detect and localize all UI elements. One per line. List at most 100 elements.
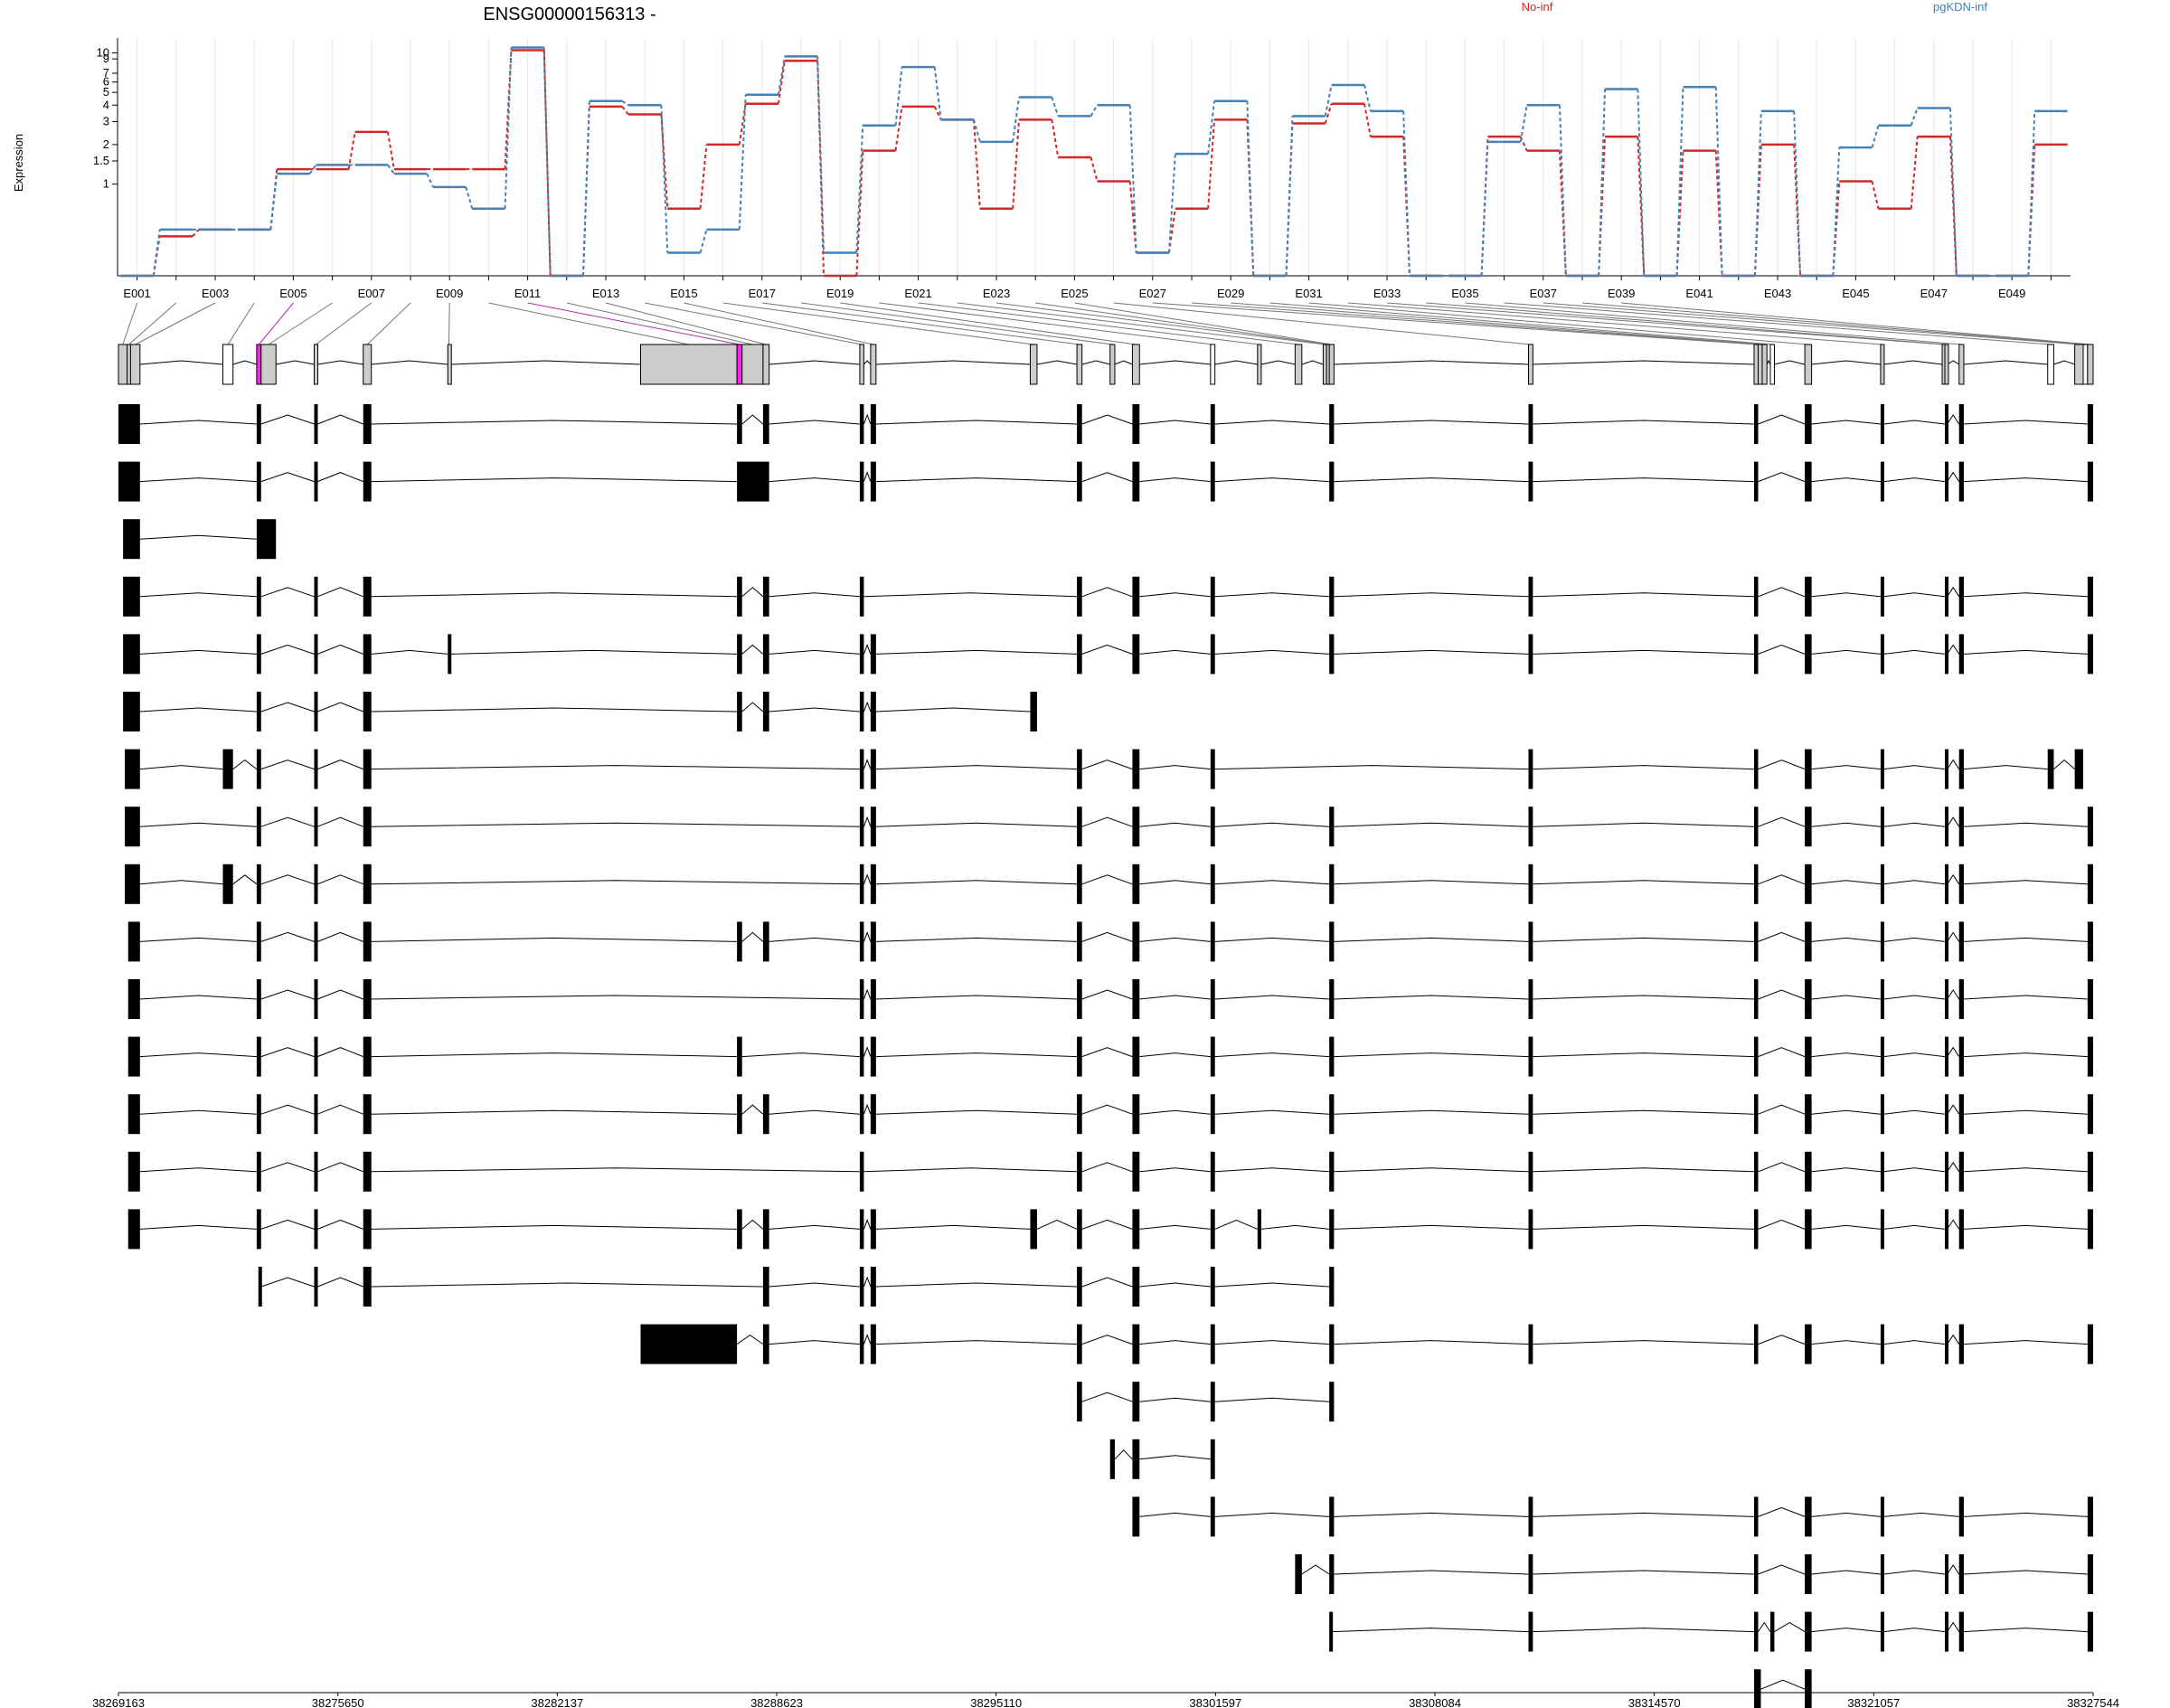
transcript-intron <box>1334 1340 1529 1345</box>
transcript-exon <box>124 863 140 904</box>
transcript-intron <box>1947 759 1960 769</box>
transcript-intron <box>1533 1340 1755 1345</box>
transcript-exon <box>1880 1209 1884 1250</box>
transcript-exon <box>1132 461 1140 502</box>
x-tick-label: E005 <box>279 287 307 300</box>
transcript-row <box>640 1324 2093 1364</box>
transcript-exon <box>1077 1382 1082 1422</box>
transcript-intron <box>1947 1334 1960 1345</box>
exon-block <box>1076 344 1083 385</box>
transcript-exon <box>870 807 876 847</box>
transcript-intron <box>875 477 1078 483</box>
transcript-exon <box>1754 1496 1759 1537</box>
transcript-intron <box>1533 765 1755 770</box>
transcript-exon <box>1754 1209 1759 1250</box>
transcript-exon <box>2087 576 2093 617</box>
transcript-exon <box>1109 1439 1115 1479</box>
transcript-intron <box>1139 995 1211 1000</box>
transcript-intron <box>1883 1167 1946 1173</box>
series-connector <box>347 131 356 170</box>
x-tick-label: E041 <box>1685 287 1712 300</box>
transcript-exon <box>762 1267 769 1307</box>
genomic-tick-label: 38288623 <box>750 1696 803 1708</box>
transcript-intron <box>863 701 872 712</box>
transcript-exon <box>256 404 261 444</box>
transcript-exon <box>314 1267 318 1307</box>
exon-connector <box>1621 302 2090 345</box>
transcript-intron <box>317 1219 363 1230</box>
exon-block <box>2047 344 2054 385</box>
transcript-row <box>1077 1382 1335 1422</box>
exon-connector <box>645 302 863 345</box>
transcript-intron <box>1883 1052 1946 1058</box>
transcript-intron <box>260 1162 315 1173</box>
transcript-exon <box>870 749 876 789</box>
exon-connector <box>800 302 1113 345</box>
transcript-intron <box>139 649 257 655</box>
x-tick-label: E013 <box>592 287 619 300</box>
transcript-exon <box>2087 1094 2093 1135</box>
transcript-row <box>1295 1554 2093 1594</box>
exon-connector <box>1152 302 1757 345</box>
transcript-exon <box>1805 979 1812 1019</box>
transcript-exon <box>2087 863 2093 904</box>
transcript-exon <box>314 1151 318 1192</box>
transcript-intron <box>1533 649 1755 655</box>
transcript-exon <box>1805 807 1812 847</box>
transcript-intron <box>741 931 764 942</box>
transcript-exon <box>1077 461 1082 502</box>
series-connector <box>816 56 826 253</box>
genomic-tick-label: 38282137 <box>531 1696 583 1708</box>
transcript-intron <box>1081 1047 1133 1058</box>
transcript-exon <box>2087 1151 2093 1192</box>
transcript-intron <box>1214 649 1330 655</box>
transcript-exon <box>1528 921 1533 962</box>
transcript-exon <box>1329 1496 1335 1537</box>
exon-connector <box>448 302 450 345</box>
transcript-intron <box>1081 931 1133 942</box>
transcript-intron <box>741 644 764 655</box>
transcript-exon <box>1077 634 1082 675</box>
series-connector <box>1051 97 1060 117</box>
transcript-exon <box>1077 1151 1082 1192</box>
transcript-intron <box>317 1047 363 1058</box>
transcript-exon <box>1958 1496 1964 1537</box>
transcript-row <box>124 807 2093 847</box>
transcript-intron <box>1947 1046 1960 1057</box>
transcript-exon <box>1210 1209 1215 1250</box>
exon-connector <box>1543 302 2080 345</box>
transcript-intron <box>863 471 872 482</box>
transcript-intron <box>1081 816 1133 827</box>
transcript-exon <box>123 634 140 675</box>
transcript-exon <box>859 1036 864 1077</box>
transcript-intron <box>1774 1622 1806 1633</box>
transcript-intron <box>1214 1282 1330 1288</box>
transcript-intron <box>1947 816 1960 827</box>
transcript-exon <box>1030 1209 1037 1250</box>
transcript-intron <box>1334 477 1529 483</box>
transcript-exon <box>1944 749 1948 789</box>
series-connector <box>152 229 161 277</box>
transcript-intron <box>260 414 315 425</box>
transcript-exon <box>314 634 318 675</box>
transcript-exon <box>737 1094 742 1135</box>
transcript-exon <box>1880 1036 1884 1077</box>
transcript-exon <box>1754 979 1759 1019</box>
series-connector <box>777 61 786 104</box>
transcript-exon <box>1210 1382 1215 1422</box>
transcript-exon <box>256 576 261 617</box>
exon-connector <box>268 302 333 345</box>
transcript-exon <box>256 921 261 962</box>
exon-block <box>1757 344 1763 385</box>
transcript-exon <box>1805 576 1812 617</box>
transcript-exon <box>737 1036 742 1077</box>
transcript-row <box>124 863 2093 904</box>
transcript-intron <box>1214 995 1330 1000</box>
transcript-exon <box>859 1209 864 1250</box>
exon-block <box>1109 344 1116 385</box>
transcript-exon <box>1132 749 1140 789</box>
transcript-exon <box>2087 921 2093 962</box>
transcript-exon <box>859 1267 864 1307</box>
transcript-intron <box>1214 1109 1330 1115</box>
transcript-exon <box>1944 1036 1948 1077</box>
